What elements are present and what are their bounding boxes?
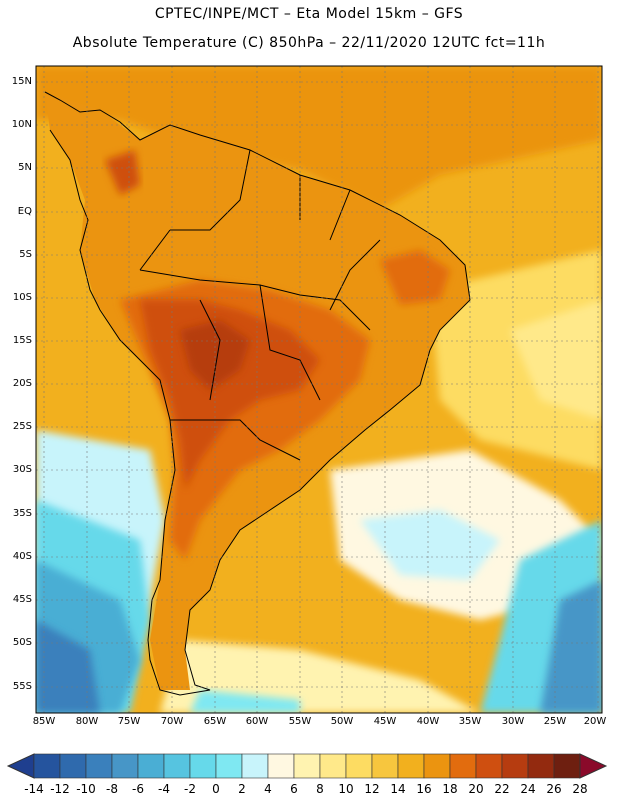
atlantic-warm-area [430,250,602,470]
colorbar-label: 4 [264,782,272,796]
colorbar-label: 14 [390,782,406,796]
colorbar-arrow-left [6,753,35,779]
colorbar-swatch [553,753,581,779]
lat-label: EQ [17,206,32,217]
lat-label: 10N [11,119,32,130]
title-line-1: CPTEC/INPE/MCT – Eta Model 15km – GFS [154,6,464,22]
lat-label: 40S [12,551,32,562]
lon-label: 45W [373,716,397,727]
colorbar-label: 26 [546,782,562,796]
colorbar-label: -6 [132,782,144,796]
colorbar-swatch [111,753,139,779]
lon-label: 70W [160,716,184,727]
colorbar-swatch [371,753,399,779]
colorbar-swatch [189,753,217,779]
lon-label: 75W [117,716,141,727]
colorbar-swatch [319,753,347,779]
colorbar-label: 18 [442,782,458,796]
lat-label: 5N [18,162,32,173]
lon-label: 60W [245,716,269,727]
colorbar-label: 2 [238,782,246,796]
lon-label: 85W [32,716,56,727]
colorbar-label: -4 [158,782,170,796]
colorbar-swatch [267,753,295,779]
colorbar-label: 12 [364,782,380,796]
map-frame [35,65,603,714]
colorbar-swatch [163,753,191,779]
colorbar-label: 6 [290,782,298,796]
lat-label: 35S [12,508,32,519]
lon-label: 65W [203,716,227,727]
land-hottest-area [180,320,250,390]
colorbar-swatch [345,753,373,779]
lon-label: 35W [458,716,482,727]
south-atlantic-cyan-area [360,510,500,580]
colombia-hot-area [105,150,140,195]
lat-label: 50S [12,637,32,648]
colorbar-swatch [33,753,61,779]
colorbar [6,753,608,779]
lon-label: 20W [583,716,607,727]
colorbar-swatch [215,753,243,779]
colorbar-swatch [293,753,321,779]
colorbar-label: -2 [184,782,196,796]
colorbar-label: 0 [212,782,220,796]
colorbar-label: 20 [468,782,484,796]
colorbar-swatch [527,753,555,779]
lon-label: 25W [543,716,567,727]
lon-label: 40W [416,716,440,727]
lat-label: 25S [12,421,32,432]
lon-label: 55W [288,716,312,727]
atlantic-yellow-area [510,300,602,420]
lon-label: 80W [75,716,99,727]
lon-label: 50W [330,716,354,727]
colorbar-label: -10 [76,782,96,796]
colorbar-label: 10 [338,782,354,796]
colorbar-swatch [449,753,477,779]
colorbar-label: 8 [316,782,324,796]
southeast-colder-area [540,580,602,713]
colorbar-label: 16 [416,782,432,796]
colorbar-label: 22 [494,782,510,796]
lat-label: 20S [12,378,32,389]
lat-label: 15N [11,76,32,87]
colorbar-swatch [475,753,503,779]
title-line-2: Absolute Temperature (C) 850hPa – 22/11/… [72,35,546,51]
lon-label: 30W [501,716,525,727]
colorbar-swatch [397,753,425,779]
northeast-brazil-hot-area [380,250,450,305]
colorbar-swatch [85,753,113,779]
colorbar-label: -8 [106,782,118,796]
colorbar-label: -14 [24,782,44,796]
lat-label: 30S [12,464,32,475]
lat-lon-grid [36,66,602,713]
warm-north-band [36,66,602,210]
drake-cyan-area [190,690,300,713]
colorbar-label: -12 [50,782,70,796]
lat-label: 10S [12,292,32,303]
colorbar-swatch [137,753,165,779]
colorbar-swatch [423,753,451,779]
lat-label: 15S [12,335,32,346]
colorbar-label: 24 [520,782,536,796]
colorbar-label: 28 [572,782,588,796]
colorbar-swatch [59,753,87,779]
colorbar-swatch [501,753,529,779]
lat-label: 45S [12,594,32,605]
colorbar-arrow-right [579,753,608,779]
lat-label: 5S [19,249,32,260]
temperature-field [36,66,602,713]
colorbar-swatch [241,753,269,779]
lat-label: 55S [12,681,32,692]
